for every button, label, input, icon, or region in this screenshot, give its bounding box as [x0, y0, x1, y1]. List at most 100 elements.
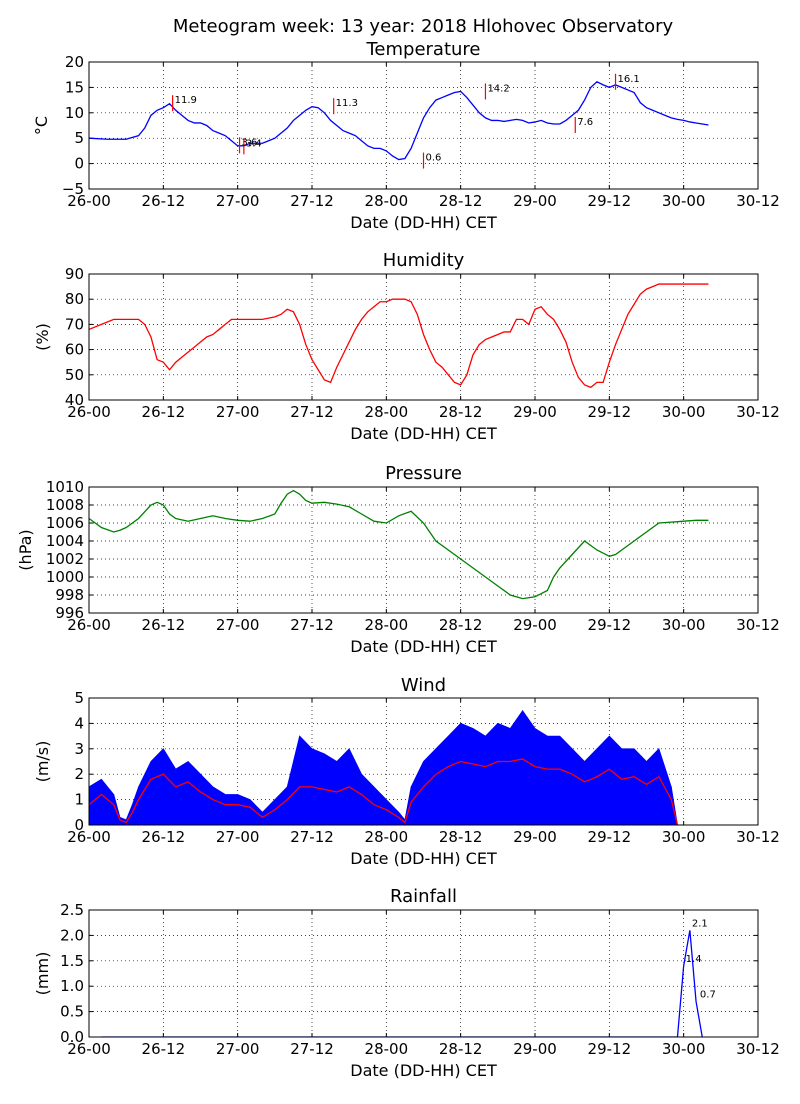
x-tick-label: 27-12	[290, 1040, 334, 1058]
x-tick-label: 27-00	[216, 616, 260, 634]
x-tick-label: 29-00	[513, 192, 557, 210]
plot-area	[89, 710, 679, 825]
y-tick-label: 80	[65, 290, 84, 308]
x-tick-label: 26-12	[142, 192, 186, 210]
x-tick-label: 27-12	[290, 192, 334, 210]
series-line-0	[101, 930, 703, 1037]
x-tick-label: 28-12	[439, 828, 483, 846]
x-tick-label: 28-00	[365, 828, 409, 846]
plot-frame	[88, 61, 759, 190]
x-tick-label: 26-00	[67, 616, 111, 634]
chart-title: Wind	[401, 675, 446, 696]
x-axis-label: Date (DD-HH) CET	[350, 213, 497, 232]
x-tick-label: 30-12	[736, 616, 780, 634]
plot-area	[89, 73, 709, 169]
wind-gust-bars	[89, 710, 678, 825]
chart-rainfall: Rainfall 26-00 26-12 27-00 27-12 28-00 28-12 29…	[33, 886, 780, 1080]
y-tick-label: 40	[65, 391, 84, 409]
chart-title: Rainfall	[390, 886, 457, 907]
y-tick-label: 1006	[46, 514, 84, 532]
x-tick-label: 30-00	[662, 403, 706, 421]
x-tick-label: 29-12	[588, 403, 632, 421]
x-tick-label: 27-12	[290, 616, 334, 634]
y-tick-label: 1.5	[60, 952, 84, 970]
data-label: 16.1	[618, 74, 640, 85]
data-label: 3.4	[246, 138, 262, 149]
x-tick-label: 28-00	[365, 1040, 409, 1058]
y-tick-label: 0	[74, 816, 84, 834]
chart-pressure: Pressure 26-00 26-12 27-00 27-12 28-00 28-12 29…	[16, 463, 780, 656]
x-tick-label: 27-12	[290, 828, 334, 846]
data-label: 1.4	[686, 954, 702, 965]
data-label: 3.6	[242, 137, 258, 148]
chart-title: Temperature	[365, 39, 480, 60]
y-tick-label: 1010	[46, 478, 84, 496]
y-tick-label: 998	[55, 586, 84, 604]
x-axis-label: Date (DD-HH) CET	[350, 424, 497, 443]
y-tick-label: 2.0	[60, 926, 84, 944]
y-tick-label: 10	[65, 104, 84, 122]
x-tick-label: 26-12	[142, 403, 186, 421]
y-tick-label: 1004	[46, 532, 84, 550]
x-tick-label: 29-12	[588, 616, 632, 634]
y-tick-label: 1	[74, 791, 84, 809]
x-tick-label: 28-00	[365, 192, 409, 210]
x-tick-label: 30-12	[736, 403, 780, 421]
x-tick-label: 26-00	[67, 403, 111, 421]
y-tick-label: 0	[74, 155, 84, 173]
y-tick-label: 1002	[46, 550, 84, 568]
series-line-0	[89, 81, 709, 161]
y-tick-label: −5	[62, 180, 84, 198]
y-axis-label: (hPa)	[16, 529, 35, 570]
figure-title: Meteogram week: 13 year: 2018 Hlohovec O…	[173, 16, 674, 37]
y-axis-label: (m/s)	[33, 741, 52, 783]
y-tick-label: 2.5	[60, 901, 84, 919]
x-tick-label: 26-12	[142, 828, 186, 846]
plot-frame	[88, 697, 759, 826]
data-label: 11.3	[336, 98, 358, 109]
y-tick-label: 0.5	[60, 1003, 84, 1021]
x-tick-label: 29-00	[513, 1040, 557, 1058]
data-label: 0.7	[700, 989, 716, 1000]
plot-area	[101, 930, 703, 1037]
y-tick-label: 1.0	[60, 977, 84, 995]
chart-title: Humidity	[383, 250, 465, 271]
chart-wind: Wind 26-00 26-12 27-00 27-12 28-00 28-12 29-00 2…	[33, 675, 780, 868]
series-line-0	[89, 489, 709, 600]
x-tick-label: 29-00	[513, 828, 557, 846]
y-tick-label: 996	[55, 604, 84, 622]
x-tick-label: 28-00	[365, 403, 409, 421]
y-tick-label: 20	[65, 53, 84, 71]
y-tick-label: 50	[65, 366, 84, 384]
plot-frame	[88, 273, 759, 401]
data-label: 11.9	[175, 95, 197, 106]
x-tick-label: 27-00	[216, 192, 260, 210]
y-tick-label: 60	[65, 341, 84, 359]
x-axis-label: Date (DD-HH) CET	[350, 849, 497, 868]
y-tick-label: 3	[74, 740, 84, 758]
x-tick-label: 30-00	[662, 616, 706, 634]
y-tick-label: 15	[65, 78, 84, 96]
x-tick-label: 26-00	[67, 1040, 111, 1058]
x-tick-label: 28-12	[439, 192, 483, 210]
x-axis-label: Date (DD-HH) CET	[350, 1061, 497, 1080]
x-tick-label: 29-12	[588, 828, 632, 846]
x-tick-label: 27-00	[216, 1040, 260, 1058]
y-tick-label: 1000	[46, 568, 84, 586]
x-tick-label: 28-12	[439, 616, 483, 634]
x-tick-label: 30-00	[662, 1040, 706, 1058]
x-tick-label: 26-12	[142, 616, 186, 634]
y-tick-label: 5	[74, 689, 84, 707]
plot-area	[89, 489, 709, 600]
x-tick-label: 30-12	[736, 192, 780, 210]
x-tick-label: 29-12	[588, 1040, 632, 1058]
y-axis-label: °C	[32, 116, 51, 135]
y-tick-label: 0.0	[60, 1028, 84, 1046]
y-tick-label: 1008	[46, 496, 84, 514]
y-tick-label: 90	[65, 265, 84, 283]
y-axis-label: (%)	[33, 323, 52, 351]
x-tick-label: 26-12	[142, 1040, 186, 1058]
chart-panels: Temperature 26-00 26-12 27-00 27-12 28-00 28-1…	[16, 39, 780, 1080]
